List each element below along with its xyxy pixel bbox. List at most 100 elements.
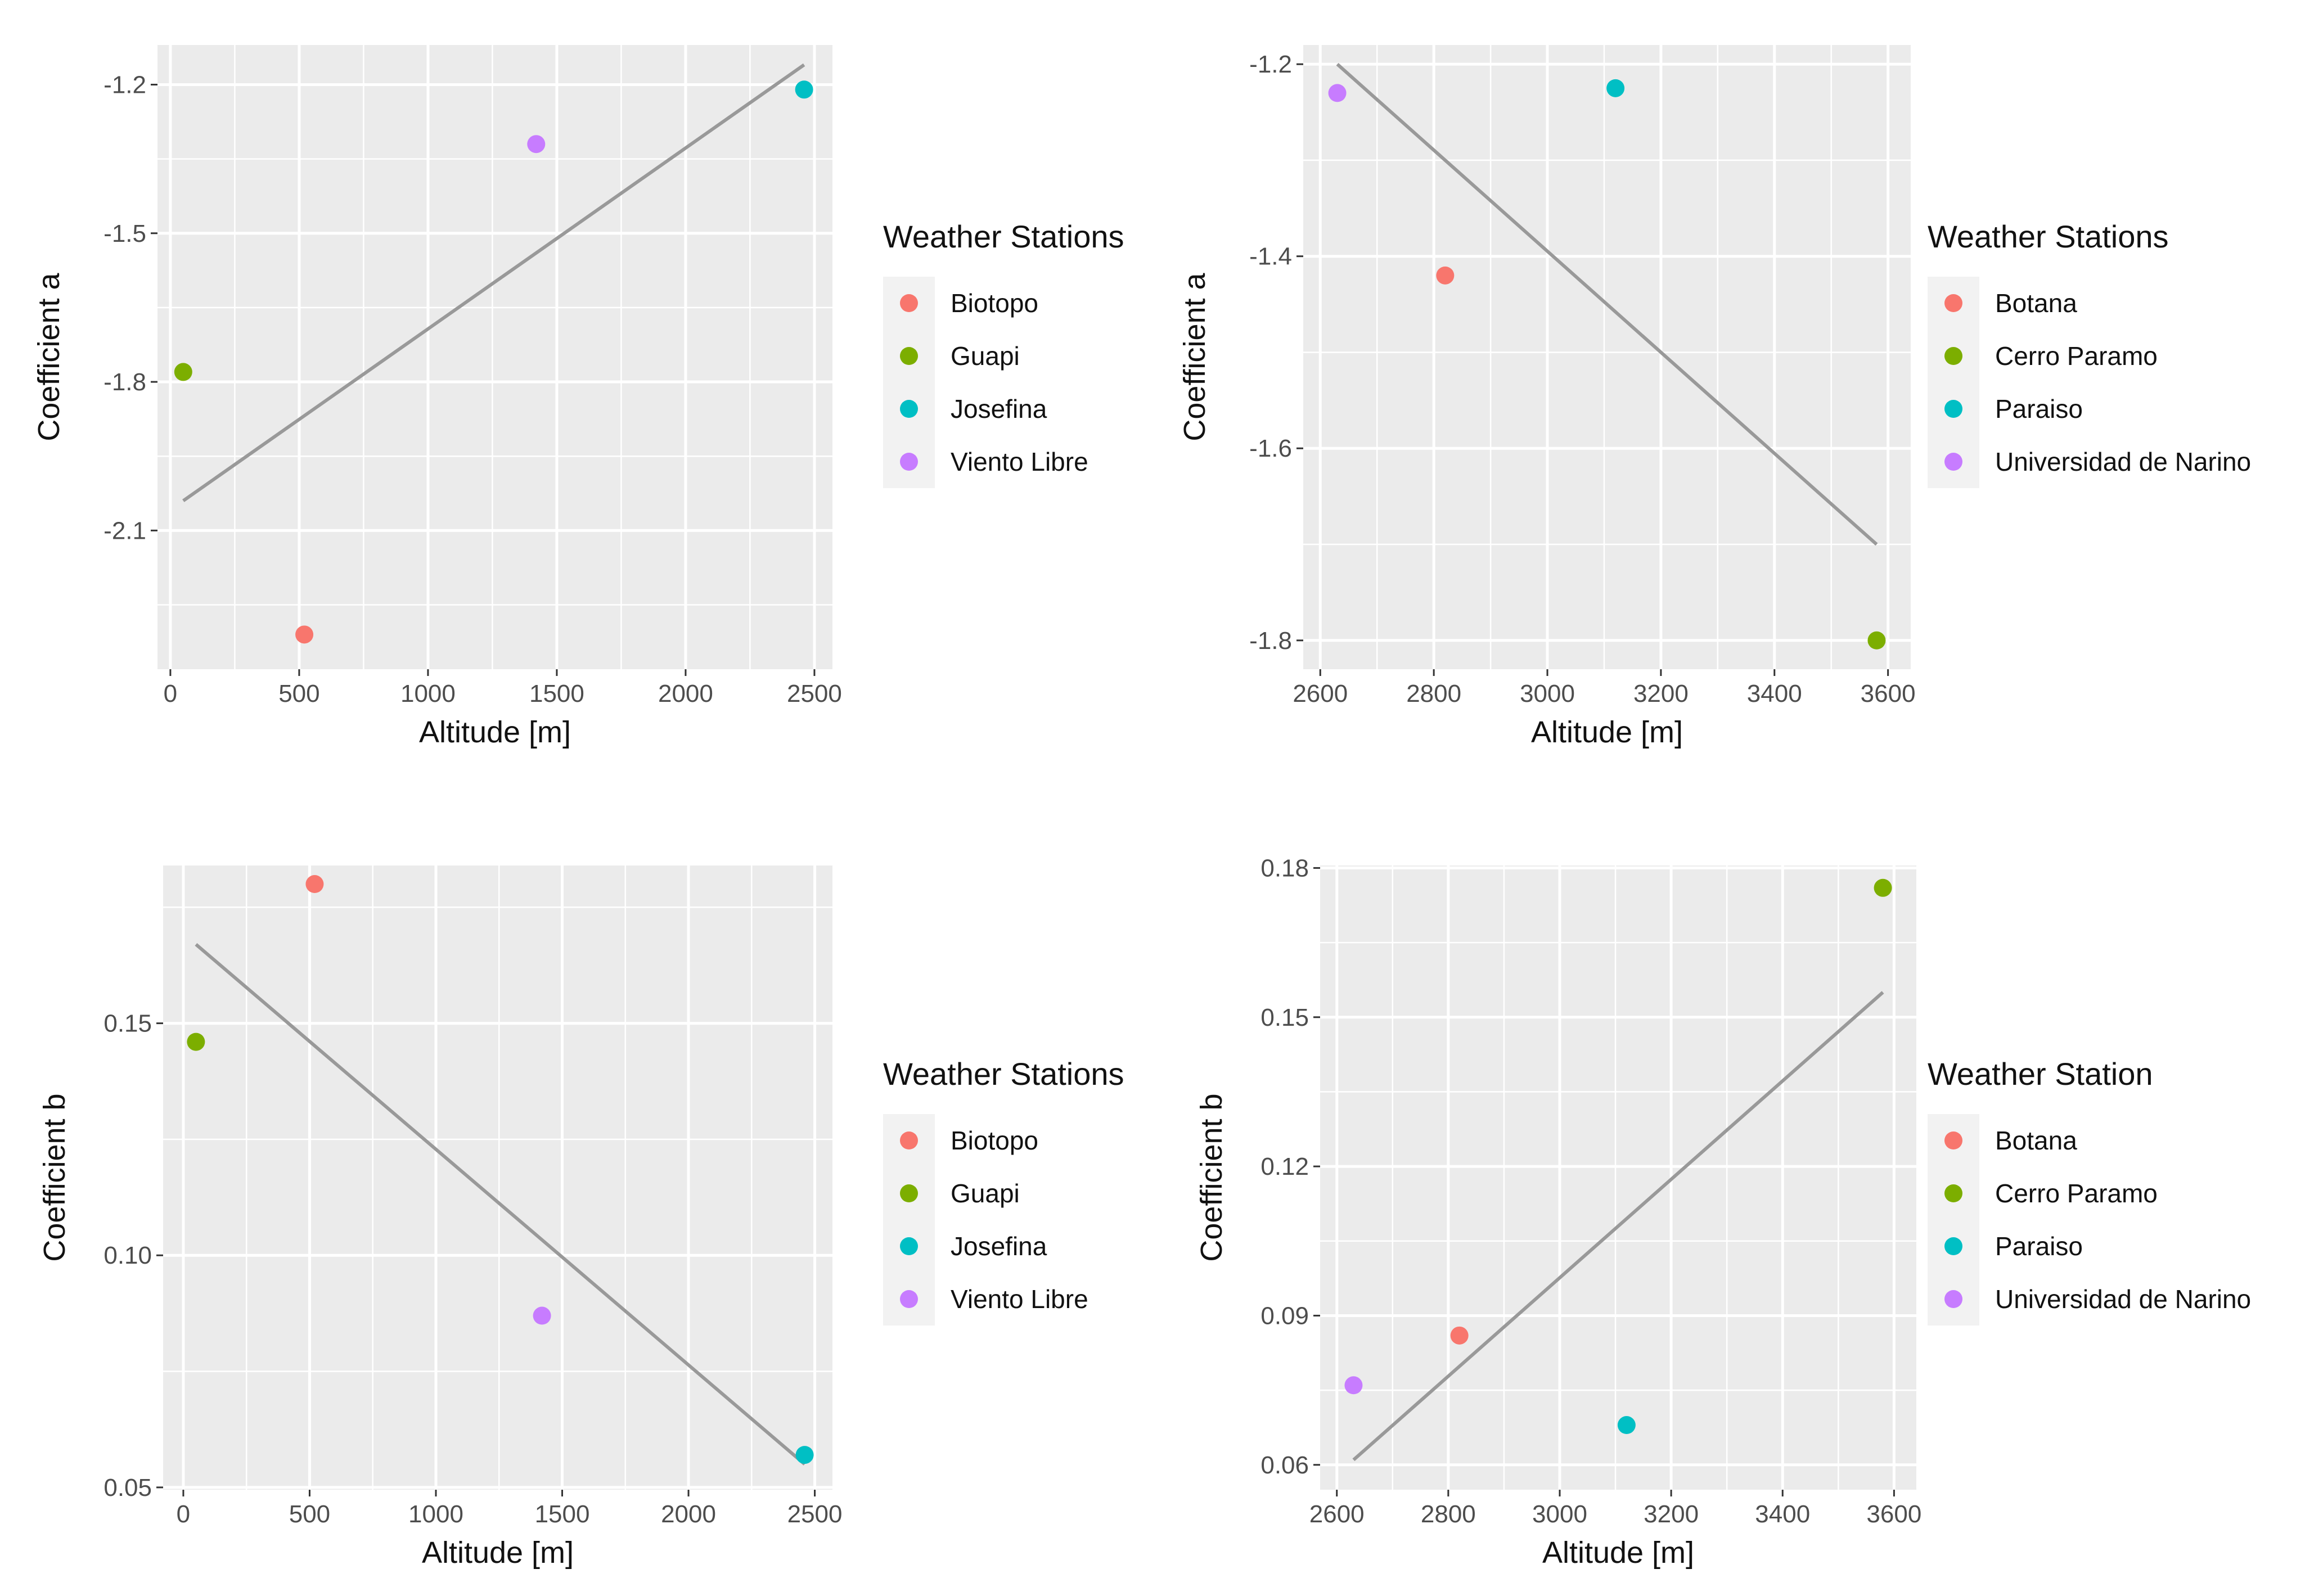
legend: Weather Stations Botana Cerro Paramo Parais… [1928,219,2251,488]
data-point-paraiso [1617,1416,1636,1435]
legend-label: Biotopo [951,288,1038,318]
legend-title: Weather Stations [1928,219,2169,254]
y-tick-label: 0.06 [1260,1451,1309,1479]
x-tick-label: 2600 [1293,680,1348,707]
legend-label: Guapi [951,341,1020,371]
gridlines [1303,45,1911,669]
data-point-universidad-de-narino [1344,1376,1363,1395]
x-tick-label: 2000 [658,680,713,707]
regression-line [1352,991,1884,1462]
data-point-paraiso [1606,79,1625,97]
y-tick-label: -1.5 [103,220,146,247]
legend-key-josefina [900,400,918,418]
legend-label: Botana [1995,288,2077,318]
data-point-viento-libre [533,1306,551,1325]
x-tick-label: 1000 [408,1500,463,1528]
plot-background [1303,45,1911,669]
gridlines [163,865,832,1490]
legend-label: Paraiso [1995,394,2083,423]
legend-label: Viento Libre [951,1284,1088,1314]
x-axis-title: Altitude [m] [1531,715,1683,749]
legend-key-viento-libre [900,1290,918,1308]
legend-key-botana [1944,1131,1962,1149]
data-point-biotopo [305,875,324,894]
legend-key-paraiso [1944,1237,1962,1255]
x-tick-label: 3400 [1747,680,1802,707]
data-point-josefina [795,1446,814,1464]
x-axis-title: Altitude [m] [419,715,571,749]
legend-label: Cerro Paramo [1995,341,2158,371]
regression-line [182,63,805,502]
y-tick-label: 0.15 [1260,1004,1309,1031]
gridlines [1320,865,1916,1490]
legend-key-universidad-de-narino [1944,1290,1962,1308]
regression-line [1336,62,1878,546]
data-point-guapi [174,363,192,381]
chart-panel-bottom-left: 0 500 1000 1500 2000 2500 0.15 0.10 0.05 Altitude… [38,865,1124,1570]
plot-background [1320,865,1916,1490]
chart-panel-bottom-right: 2600 2800 3000 3200 3400 3600 0.18 0.15 0.12 0.09… [1195,854,2251,1570]
x-axis-title: Altitude [m] [422,1536,574,1570]
legend-label: Josefina [951,394,1047,423]
data-point-biotopo [295,625,314,644]
y-axis-title: Coefficient a [1178,272,1212,441]
legend-key-paraiso [1944,400,1962,418]
legend: Weather Stations Biotopo Guapi Josefina Vien… [883,219,1124,488]
legend-title: Weather Stations [883,1056,1124,1092]
legend-label: Josefina [951,1232,1047,1261]
legend-label: Botana [1995,1126,2077,1155]
data-point-viento-libre [527,135,546,154]
plot-background [157,45,832,669]
x-tick-label: 1500 [529,680,584,707]
x-tick-label: 0 [177,1500,190,1528]
x-tick-label: 3200 [1633,680,1689,707]
plot-background [163,865,832,1490]
data-point-josefina [795,80,813,99]
y-tick-label: -1.6 [1249,435,1292,462]
data-point-cerro-paramo [1874,878,1892,897]
legend-label: Cerro Paramo [1995,1179,2158,1208]
x-tick-label: 2800 [1421,1500,1476,1528]
y-tick-label: -1.8 [103,368,146,396]
x-tick-label: 3200 [1644,1500,1699,1528]
legend-key-viento-libre [900,453,918,471]
chart-panel-top-right: 2600 2800 3000 3200 3400 3600 -1.2 -1.4 -1.6 -1.8… [1178,45,2251,749]
legend-title: Weather Stations [883,219,1124,254]
y-tick-label: -1.2 [103,71,146,98]
x-tick-label: 500 [289,1500,330,1528]
y-tick-label: 0.10 [103,1242,152,1269]
x-tick-label: 2000 [661,1500,716,1528]
y-tick-label: -1.8 [1249,627,1292,655]
legend-key-cerro-paramo [1944,347,1962,365]
y-axis-title: Coefficient b [1195,1093,1228,1261]
x-tick-label: 2600 [1309,1500,1365,1528]
y-tick-label: 0.15 [103,1010,152,1038]
data-point-cerro-paramo [1867,631,1886,650]
x-tick-label: 3000 [1520,680,1575,707]
x-tick-label: 3000 [1532,1500,1587,1528]
legend-key-biotopo [900,294,918,312]
x-tick-label: 3600 [1861,680,1916,707]
y-tick-label: 0.18 [1260,854,1309,882]
y-tick-label: -2.1 [103,517,146,544]
x-tick-label: 500 [278,680,319,707]
data-point-universidad-de-narino [1328,84,1347,102]
regression-line [195,943,806,1466]
gridlines [157,45,832,669]
data-point-botana [1436,266,1455,285]
data-point-guapi [187,1033,205,1051]
x-tick-label: 2500 [787,1500,843,1528]
legend-label: Paraiso [1995,1232,2083,1261]
x-axis-title: Altitude [m] [1542,1536,1694,1570]
y-axis-title: Coefficient a [32,272,66,441]
x-tick-label: 2800 [1406,680,1461,707]
legend-label: Universidad de Narino [1995,447,2251,476]
chart-panel-top-left: 0 500 1000 1500 2000 2500 -1.2 -1.5 -1.8 -2.1 Alti… [32,45,1124,749]
x-tick-label: 1500 [535,1500,590,1528]
y-tick-label: -1.4 [1249,243,1292,270]
y-tick-label: 0.05 [103,1474,152,1502]
y-tick-label: -1.2 [1249,51,1292,78]
legend-label: Guapi [951,1179,1020,1208]
legend-label: Biotopo [951,1126,1038,1155]
y-tick-label: 0.09 [1260,1302,1309,1329]
